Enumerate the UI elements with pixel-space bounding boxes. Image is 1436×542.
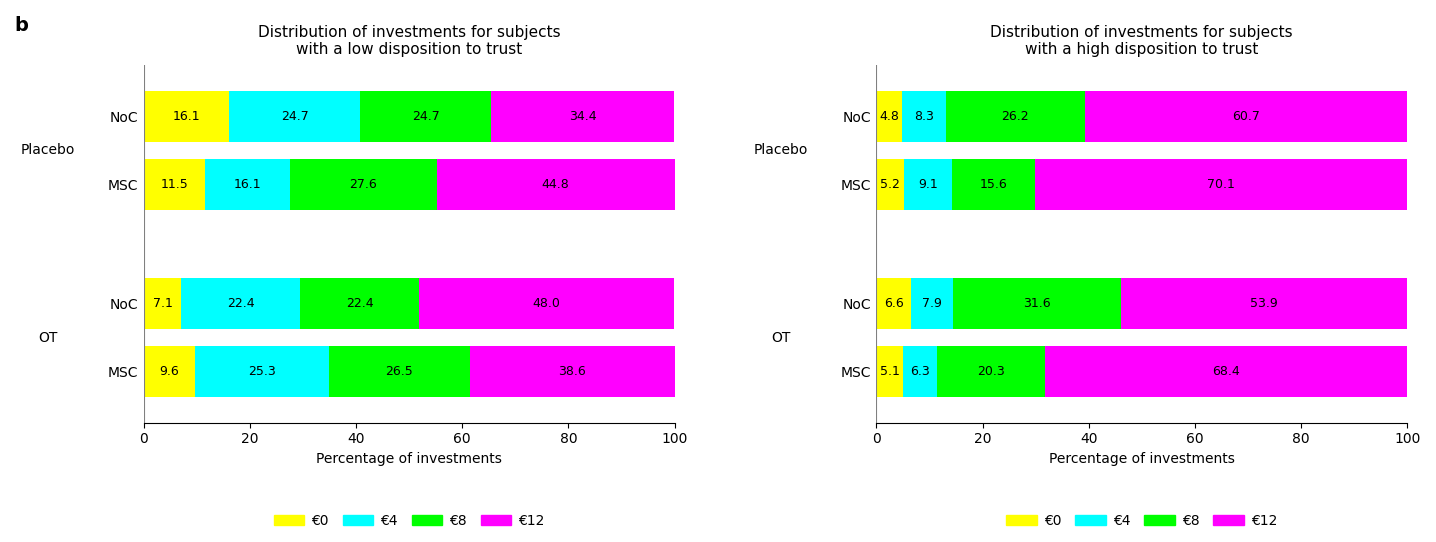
Text: 38.6: 38.6 <box>559 365 586 378</box>
Text: 7.9: 7.9 <box>922 297 942 310</box>
Bar <box>144 159 205 210</box>
Bar <box>194 346 329 397</box>
Text: 60.7: 60.7 <box>1232 109 1259 122</box>
Bar <box>300 278 419 329</box>
Title: Distribution of investments for subjects
with a high disposition to trust: Distribution of investments for subjects… <box>991 24 1292 57</box>
Bar <box>876 346 903 397</box>
Text: 8.3: 8.3 <box>913 109 933 122</box>
Text: 4.8: 4.8 <box>879 109 899 122</box>
Bar <box>1122 278 1407 329</box>
Bar <box>491 91 673 141</box>
Text: 24.7: 24.7 <box>281 109 309 122</box>
Bar <box>470 346 675 397</box>
Text: 7.1: 7.1 <box>152 297 172 310</box>
Bar <box>419 278 673 329</box>
Bar <box>181 278 300 329</box>
Text: OT: OT <box>39 331 57 345</box>
X-axis label: Percentage of investments: Percentage of investments <box>1048 452 1235 466</box>
Title: Distribution of investments for subjects
with a low disposition to trust: Distribution of investments for subjects… <box>258 24 560 57</box>
Bar <box>876 159 903 210</box>
Text: 27.6: 27.6 <box>349 178 378 191</box>
Bar <box>144 346 194 397</box>
Bar <box>360 91 491 141</box>
Bar <box>876 91 902 141</box>
Text: 31.6: 31.6 <box>1024 297 1051 310</box>
Bar <box>936 346 1044 397</box>
Bar <box>230 91 360 141</box>
Text: 22.4: 22.4 <box>227 297 254 310</box>
Bar <box>329 346 470 397</box>
Text: 6.3: 6.3 <box>910 365 931 378</box>
Bar <box>1086 91 1407 141</box>
Bar <box>902 91 946 141</box>
Text: 22.4: 22.4 <box>346 297 373 310</box>
Text: 26.2: 26.2 <box>1002 109 1030 122</box>
Text: 6.6: 6.6 <box>885 297 903 310</box>
Text: OT: OT <box>771 331 790 345</box>
Text: 11.5: 11.5 <box>161 178 188 191</box>
Text: 16.1: 16.1 <box>172 109 200 122</box>
Text: 53.9: 53.9 <box>1251 297 1278 310</box>
Text: 9.1: 9.1 <box>918 178 938 191</box>
X-axis label: Percentage of investments: Percentage of investments <box>316 452 503 466</box>
Text: 5.1: 5.1 <box>880 365 900 378</box>
Bar <box>876 278 912 329</box>
Bar <box>144 278 181 329</box>
Bar <box>1035 159 1407 210</box>
Bar <box>952 159 1035 210</box>
Bar <box>437 159 675 210</box>
Bar <box>912 278 954 329</box>
Text: 70.1: 70.1 <box>1208 178 1235 191</box>
Text: 24.7: 24.7 <box>412 109 439 122</box>
Text: 34.4: 34.4 <box>569 109 596 122</box>
Text: Placebo: Placebo <box>754 143 808 157</box>
Text: 68.4: 68.4 <box>1212 365 1241 378</box>
Text: 20.3: 20.3 <box>976 365 1005 378</box>
Text: 25.3: 25.3 <box>248 365 276 378</box>
Text: 26.5: 26.5 <box>385 365 414 378</box>
Bar <box>1044 346 1407 397</box>
Bar <box>954 278 1122 329</box>
Bar <box>144 91 230 141</box>
Bar <box>946 91 1086 141</box>
Bar <box>290 159 437 210</box>
Bar <box>903 346 936 397</box>
Text: 15.6: 15.6 <box>979 178 1008 191</box>
Text: b: b <box>14 16 29 35</box>
Text: 5.2: 5.2 <box>880 178 900 191</box>
Legend: €0, €4, €8, €12: €0, €4, €8, €12 <box>1001 508 1282 533</box>
Bar <box>205 159 290 210</box>
Text: 9.6: 9.6 <box>159 365 180 378</box>
Legend: €0, €4, €8, €12: €0, €4, €8, €12 <box>269 508 550 533</box>
Bar <box>903 159 952 210</box>
Text: Placebo: Placebo <box>22 143 75 157</box>
Text: 16.1: 16.1 <box>234 178 261 191</box>
Text: 44.8: 44.8 <box>541 178 570 191</box>
Text: 48.0: 48.0 <box>533 297 560 310</box>
